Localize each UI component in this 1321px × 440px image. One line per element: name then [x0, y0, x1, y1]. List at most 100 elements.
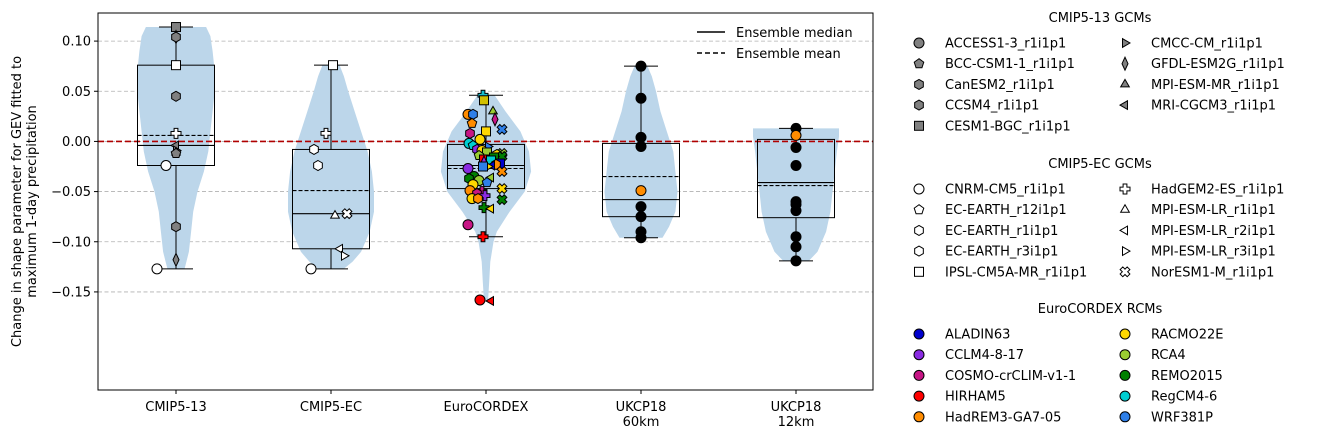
data-point	[790, 129, 802, 141]
legend-marker	[1119, 369, 1131, 381]
legend-label: RACMO22E	[1151, 328, 1223, 343]
data-point	[496, 194, 508, 206]
data-point	[635, 185, 647, 197]
legend-marker	[914, 120, 924, 131]
legend-label: HIRHAM5	[945, 390, 1006, 405]
data-point	[496, 165, 508, 178]
legend-marker	[913, 328, 925, 340]
legend-label: MRI-CGCM3_r1i1p1	[1151, 99, 1276, 114]
data-point	[171, 221, 181, 233]
legend-marker	[1118, 225, 1128, 236]
data-point	[465, 127, 475, 139]
legend-marker	[913, 349, 925, 361]
y-tick-label: 0.10	[62, 35, 91, 50]
data-point	[462, 219, 474, 231]
legend-marker	[1118, 99, 1128, 111]
data-point	[479, 95, 489, 106]
legend-group-2: EuroCORDEX RCMs ALADIN63 CCLM4-8-17 COSMO-c…	[913, 302, 1223, 425]
legend-group-0: CMIP5-13 GCMs ACCESS1-3_r1i1p1 BCC-CSM1-1_…	[913, 11, 1285, 134]
data-point	[484, 203, 494, 214]
legend-label: EC-EARTH_r12i1p1	[945, 203, 1067, 218]
data-point	[466, 117, 478, 128]
legend-label: CCSM4_r1i1p1	[945, 99, 1039, 114]
legend-label: COSMO-crCLIM-v1-1	[945, 369, 1076, 384]
legend-label: CESM1-BGC_r1i1p1	[945, 119, 1071, 134]
data-point	[790, 160, 802, 172]
x-tick-label: 12km	[778, 415, 815, 430]
legend-marker	[913, 204, 925, 215]
legend-marker	[914, 245, 924, 257]
data-point	[329, 209, 341, 219]
data-point	[333, 243, 343, 254]
data-point	[151, 263, 163, 275]
legend-marker	[913, 411, 925, 423]
data-point	[170, 127, 182, 139]
data-point	[790, 241, 802, 253]
data-point	[481, 176, 493, 188]
legend-marker	[913, 390, 925, 402]
legend-label: NorESM1-M_r1i1p1	[1151, 265, 1274, 280]
axes: −0.15 −0.10 −0.05 0.00 0.05 0.10 CMIP5-13 CMIP5…	[10, 12, 874, 430]
legend-marker	[1119, 349, 1131, 361]
legend-marker	[1119, 411, 1131, 423]
x-tick-label: 60km	[623, 415, 660, 430]
data-point	[635, 92, 647, 104]
legend-label: BCC-CSM1-1_r1i1p1	[945, 57, 1075, 72]
legend-label: CNRM-CM5_r1i1p1	[945, 183, 1066, 198]
data-point	[491, 111, 499, 128]
data-point	[487, 105, 499, 115]
model-points	[151, 22, 802, 307]
line-legend-label: Ensemble median	[736, 26, 853, 41]
legend-marker	[914, 99, 924, 111]
data-point	[160, 160, 172, 172]
data-point	[790, 141, 802, 153]
data-point	[170, 147, 182, 159]
legend-label: CCLM4-8-17	[945, 348, 1024, 363]
data-point	[473, 193, 483, 205]
data-point	[635, 232, 647, 244]
line-legend: Ensemble median Ensemble mean	[697, 26, 853, 62]
data-point	[496, 182, 508, 195]
data-point	[790, 205, 802, 217]
legend-marker	[913, 369, 925, 381]
legend-marker	[1121, 56, 1129, 72]
y-axis-title: Change in shape parameter for GEV fitted…	[10, 56, 40, 347]
legend-group-title: CMIP5-EC GCMs	[1048, 157, 1152, 172]
data-point	[328, 60, 338, 71]
marker-legend: CMIP5-13 GCMs ACCESS1-3_r1i1p1 BCC-CSM1-1_…	[913, 11, 1285, 425]
data-point	[171, 90, 181, 102]
legend-marker	[1119, 203, 1131, 213]
legend-marker	[913, 183, 925, 195]
data-point	[171, 31, 181, 43]
legend-marker	[1119, 328, 1131, 340]
legend-label: HadREM3-GA7-05	[945, 410, 1061, 425]
data-point	[477, 231, 489, 243]
legend-label: HadGEM2-ES_r1i1p1	[1151, 183, 1284, 198]
data-point	[468, 108, 478, 120]
data-point	[341, 250, 351, 261]
data-point	[635, 140, 647, 152]
legend-marker	[913, 37, 925, 49]
data-point	[478, 202, 490, 214]
y-tick-label: −0.15	[51, 285, 91, 300]
violin-4	[753, 128, 839, 261]
legend-label: WRF381P	[1151, 410, 1213, 425]
legend-label: IPSL-CM5A-MR_r1i1p1	[945, 265, 1087, 280]
data-point	[484, 295, 494, 307]
y-axis-label: maximum 1-day precipitation	[25, 105, 40, 298]
legend-label: CMCC-CM_r1i1p1	[1151, 37, 1263, 52]
data-point	[309, 143, 319, 156]
y-tick-label: 0.00	[62, 135, 91, 150]
violin-3	[604, 66, 678, 238]
data-point	[481, 126, 491, 137]
x-tick-label: UKCP18	[771, 400, 822, 415]
data-point	[313, 159, 323, 172]
legend-marker	[1122, 37, 1132, 49]
data-point	[171, 60, 181, 71]
legend-group-1: CMIP5-EC GCMs CNRM-CM5_r1i1p1 EC-EARTH_r12…	[913, 157, 1284, 280]
data-point	[462, 163, 474, 175]
legend-label: REMO2015	[1151, 369, 1223, 384]
data-point	[341, 208, 353, 220]
violin-1	[288, 65, 374, 269]
